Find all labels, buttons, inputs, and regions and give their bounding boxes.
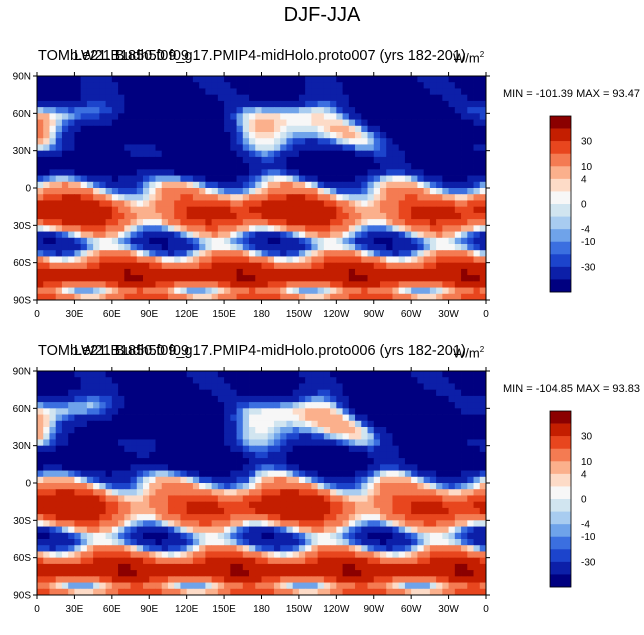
colorbar-swatch [550, 486, 571, 499]
colorbar-label: -10 [581, 237, 596, 248]
lat-tick-label: 0 [25, 479, 31, 490]
colorbar-swatch [550, 499, 571, 512]
lat-tick-label: 30S [13, 221, 31, 232]
colorbar-swatch [550, 549, 571, 562]
lon-tick-label: 90E [140, 604, 158, 615]
lon-tick-label: 30E [66, 604, 84, 615]
colorbar-swatch [550, 129, 571, 142]
lon-tick-label: 30W [438, 309, 459, 320]
colorbar-label: 0 [581, 495, 587, 506]
colorbar-swatch [550, 242, 571, 255]
lon-tick-label: 120W [323, 309, 350, 320]
colorbar-label: -30 [581, 262, 596, 273]
lat-tick-label: 60N [13, 109, 31, 120]
lon-tick-label: 120E [175, 604, 199, 615]
lon-tick-label: 60E [103, 604, 121, 615]
colorbar-label: -4 [581, 520, 590, 531]
colorbar-swatch [550, 267, 571, 280]
colorbar-swatch [550, 279, 571, 292]
lat-tick-label: 30S [13, 516, 31, 527]
colorbar-swatch [550, 449, 571, 462]
colorbar-swatch [550, 574, 571, 587]
colorbar-swatch [550, 191, 571, 204]
colorbar-swatch [550, 254, 571, 267]
lon-tick-label: 0 [34, 604, 40, 615]
lon-tick-label: 60E [103, 309, 121, 320]
lon-tick-label: 180 [253, 604, 270, 615]
lon-tick-label: 150W [286, 309, 313, 320]
colorbar-swatch [550, 512, 571, 525]
lon-tick-label: 60W [401, 309, 422, 320]
colorbar: 30 104 0 -4-10 -30 [550, 411, 596, 587]
lon-tick-label: 120E [175, 309, 199, 320]
lon-tick-label: 90W [363, 309, 384, 320]
lon-tick-label: 90W [363, 604, 384, 615]
lon-tick-label: 0 [483, 309, 489, 320]
lat-tick-label: 60S [13, 553, 31, 564]
lat-tick-label: 90N [13, 367, 31, 378]
colorbar-swatch [550, 537, 571, 550]
colorbar-label: -30 [581, 557, 596, 568]
colorbar-label: -10 [581, 532, 596, 543]
lat-tick-label: 60S [13, 258, 31, 269]
lat-tick-label: 60N [13, 404, 31, 415]
colorbar-swatch [550, 474, 571, 487]
colorbar-swatch [550, 179, 571, 192]
colorbar-label: 4 [581, 174, 587, 185]
colorbar-label: 30 [581, 432, 593, 443]
field-cells [37, 371, 486, 595]
lat-tick-label: 0 [25, 184, 31, 195]
lat-tick-label: 90S [13, 591, 31, 602]
colorbar-label: 0 [581, 200, 587, 211]
lat-tick-label: 90S [13, 296, 31, 307]
lat-tick-label: 30N [13, 441, 31, 452]
colorbar-swatch [550, 436, 571, 449]
colorbar-swatch [550, 229, 571, 242]
colorbar-label: 4 [581, 469, 587, 480]
colorbar-label: 10 [581, 457, 593, 468]
lon-tick-label: 150E [212, 309, 236, 320]
lon-tick-label: 150W [286, 604, 313, 615]
colorbar-swatch [550, 154, 571, 167]
colorbar-swatch [550, 562, 571, 575]
lon-tick-label: 120W [323, 604, 350, 615]
colorbar-swatch [550, 217, 571, 230]
lon-tick-label: 30W [438, 604, 459, 615]
lon-tick-label: 30E [66, 309, 84, 320]
lon-tick-label: 180 [253, 309, 270, 320]
lon-tick-label: 60W [401, 604, 422, 615]
field-cells [37, 76, 486, 300]
colorbar-swatch [550, 166, 571, 179]
map-panel-1: TOM LW21 Budh50 f09 b.e21.B1850.f09_g17.… [0, 40, 644, 340]
lon-tick-label: 150E [212, 604, 236, 615]
colorbar-swatch [550, 524, 571, 537]
colorbar-swatch [550, 461, 571, 474]
colorbar-label: 10 [581, 162, 593, 173]
map-panel-2: TOM LW21 Budh50 f09 b.e21.B1850.f09_g17.… [0, 335, 644, 635]
colorbar-swatch [550, 411, 571, 424]
colorbar-swatch [550, 424, 571, 437]
colorbar-label: 30 [581, 137, 593, 148]
colorbar-label: -4 [581, 225, 590, 236]
colorbar: 30 104 0 -4-10 -30 [550, 116, 596, 292]
main-title: DJF-JJA [0, 4, 644, 27]
lat-tick-label: 30N [13, 146, 31, 157]
lon-tick-label: 0 [34, 309, 40, 320]
lon-tick-label: 90E [140, 309, 158, 320]
colorbar-swatch [550, 204, 571, 217]
colorbar-swatch [550, 116, 571, 129]
colorbar-swatch [550, 141, 571, 154]
lon-tick-label: 0 [483, 604, 489, 615]
lat-tick-label: 90N [13, 72, 31, 83]
